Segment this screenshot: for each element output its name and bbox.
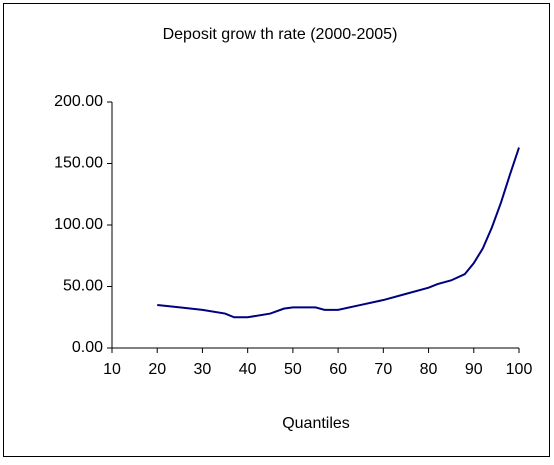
y-tick-label: 150.00 [54,155,103,172]
y-tick-label: 0.00 [72,339,103,356]
chart-border [3,3,550,457]
y-tick-label: 50.00 [63,278,103,295]
chart-title: Deposit grow th rate (2000-2005) [163,26,398,43]
x-tick-label: 30 [194,361,212,378]
x-tick-label: 20 [148,361,166,378]
x-tick-label: 80 [420,361,438,378]
x-tick-label: 70 [374,361,392,378]
data-line [157,147,520,319]
x-tick-label: 100 [506,361,533,378]
x-tick-label: 10 [103,361,121,378]
x-tick-label: 60 [329,361,347,378]
y-tick-label: 100.00 [54,216,103,233]
x-tick-label: 40 [239,361,257,378]
x-axis-label: Quantiles [282,415,350,432]
x-tick-label: 90 [465,361,483,378]
x-tick-label: 50 [284,361,302,378]
y-tick-label: 200.00 [54,93,103,110]
